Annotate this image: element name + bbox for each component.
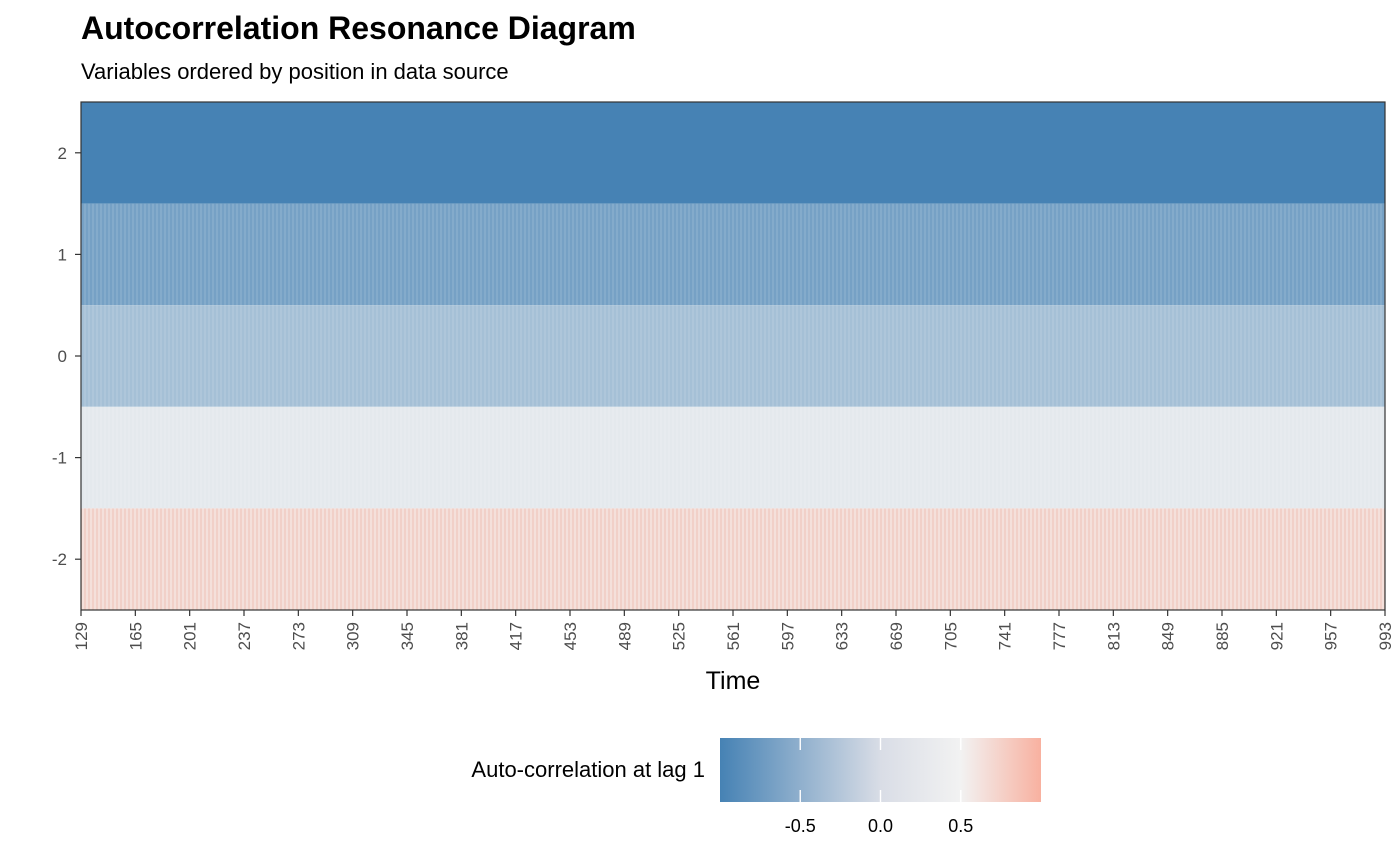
legend-title: Auto-correlation at lag 1 (471, 757, 705, 782)
heatmap-row-texture (81, 305, 1385, 407)
x-tick-label: 381 (452, 622, 471, 650)
x-tick-label: 561 (724, 622, 743, 650)
legend: Auto-correlation at lag 1 -0.5 0.0 0.5 (471, 738, 1041, 836)
y-tick-label: 2 (58, 144, 67, 163)
heatmap-row-texture (81, 203, 1385, 306)
heatmap-row-2 (81, 102, 1385, 204)
y-tick-label: -2 (52, 550, 67, 569)
x-tick-label: 957 (1322, 622, 1341, 650)
y-tick-label: -1 (52, 449, 67, 468)
x-tick-label: 201 (181, 622, 200, 650)
x-tick-label: 597 (778, 622, 797, 650)
x-tick-label: 849 (1159, 622, 1178, 650)
x-tick-label: 741 (996, 622, 1015, 650)
x-tick-label: 777 (1050, 622, 1069, 650)
legend-ticks: -0.5 0.0 0.5 (785, 738, 973, 836)
x-tick-label: 633 (833, 622, 852, 650)
x-tick-label: 273 (289, 622, 308, 650)
y-tick-label: 1 (58, 245, 67, 264)
heatmap-rows (81, 102, 1385, 610)
x-tick-label: 453 (561, 622, 580, 650)
y-tick-label: 0 (58, 347, 67, 366)
x-tick-label: 345 (398, 622, 417, 650)
x-tick-label: 489 (615, 622, 634, 650)
heatmap-row-texture (81, 406, 1385, 509)
x-tick-label: 669 (887, 622, 906, 650)
x-tick-label: 309 (344, 622, 363, 650)
legend-tick-label: 0.5 (948, 816, 973, 836)
chart-subtitle: Variables ordered by position in data so… (81, 59, 509, 84)
x-tick-label: 129 (72, 622, 91, 650)
chart-title: Autocorrelation Resonance Diagram (81, 10, 636, 46)
x-tick-label: 813 (1104, 622, 1123, 650)
x-tick-label: 885 (1213, 622, 1232, 650)
x-tick-label: 525 (670, 622, 689, 650)
x-tick-label: 165 (126, 622, 145, 650)
x-tick-label: 237 (235, 622, 254, 650)
x-tick-label: 921 (1267, 622, 1286, 650)
x-axis: 129 165 201 237 273 309 345 381 417 453 489 525 561 5… (72, 610, 1395, 650)
x-tick-label: 993 (1376, 622, 1395, 650)
legend-tick-label: 0.0 (868, 816, 893, 836)
legend-tick-label: -0.5 (785, 816, 816, 836)
x-tick-label: 417 (507, 622, 526, 650)
x-tick-label: 705 (941, 622, 960, 650)
x-axis-label: Time (706, 667, 761, 695)
y-axis: 2 1 0 -1 -2 (52, 144, 81, 569)
heatmap-row-texture (81, 508, 1385, 610)
